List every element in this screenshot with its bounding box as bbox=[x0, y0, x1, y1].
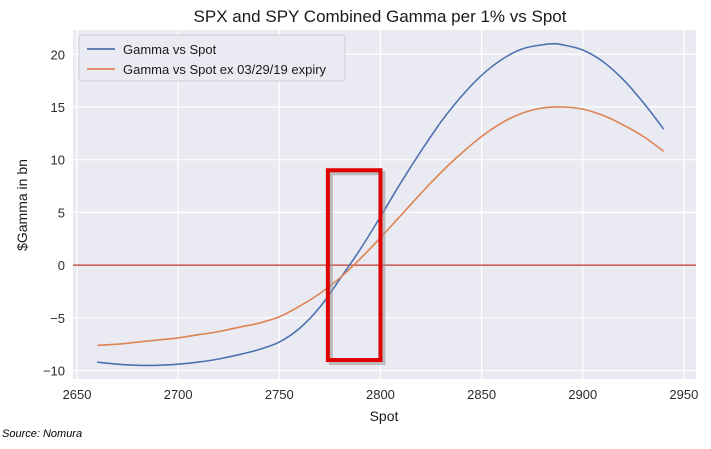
legend-label-2: Gamma vs Spot ex 03/29/19 expiry bbox=[123, 62, 327, 77]
annotations bbox=[325, 168, 386, 366]
chart-title: SPX and SPY Combined Gamma per 1% vs Spo… bbox=[194, 7, 567, 26]
y-tick-label: −10 bbox=[43, 364, 65, 379]
x-tick-label: 2850 bbox=[467, 387, 496, 402]
x-tick-label: 2650 bbox=[63, 387, 92, 402]
highlight-box bbox=[325, 168, 383, 363]
x-tick-label: 2900 bbox=[568, 387, 597, 402]
series-line-1 bbox=[97, 42, 665, 367]
x-tick-label: 2750 bbox=[265, 387, 294, 402]
x-tick-label: 2950 bbox=[669, 387, 698, 402]
y-tick-label: 0 bbox=[58, 258, 65, 273]
legend-box bbox=[78, 34, 346, 82]
y-axis-label: $Gamma in bn bbox=[14, 159, 30, 251]
y-tick-label: 5 bbox=[58, 205, 65, 220]
tick-labels: 2650 2700 2750 2800 2850 2900 2950 −10 −5 0 5 10 15 2… bbox=[43, 47, 698, 402]
y-tick-label: 10 bbox=[51, 153, 65, 168]
highlight-box-shadow bbox=[328, 171, 386, 366]
x-tick-label: 2700 bbox=[164, 387, 193, 402]
legend: Gamma vs Spot Gamma vs Spot ex 03/29/19 e… bbox=[78, 34, 346, 82]
y-tick-label: 15 bbox=[51, 100, 65, 115]
legend-label-1: Gamma vs Spot bbox=[123, 42, 217, 57]
x-tick-label: 2800 bbox=[366, 387, 395, 402]
source-note: Source: Nomura bbox=[2, 428, 83, 440]
x-axis-label: Spot bbox=[370, 408, 399, 424]
y-tick-label: −5 bbox=[50, 311, 65, 326]
y-tick-label: 20 bbox=[51, 47, 65, 62]
